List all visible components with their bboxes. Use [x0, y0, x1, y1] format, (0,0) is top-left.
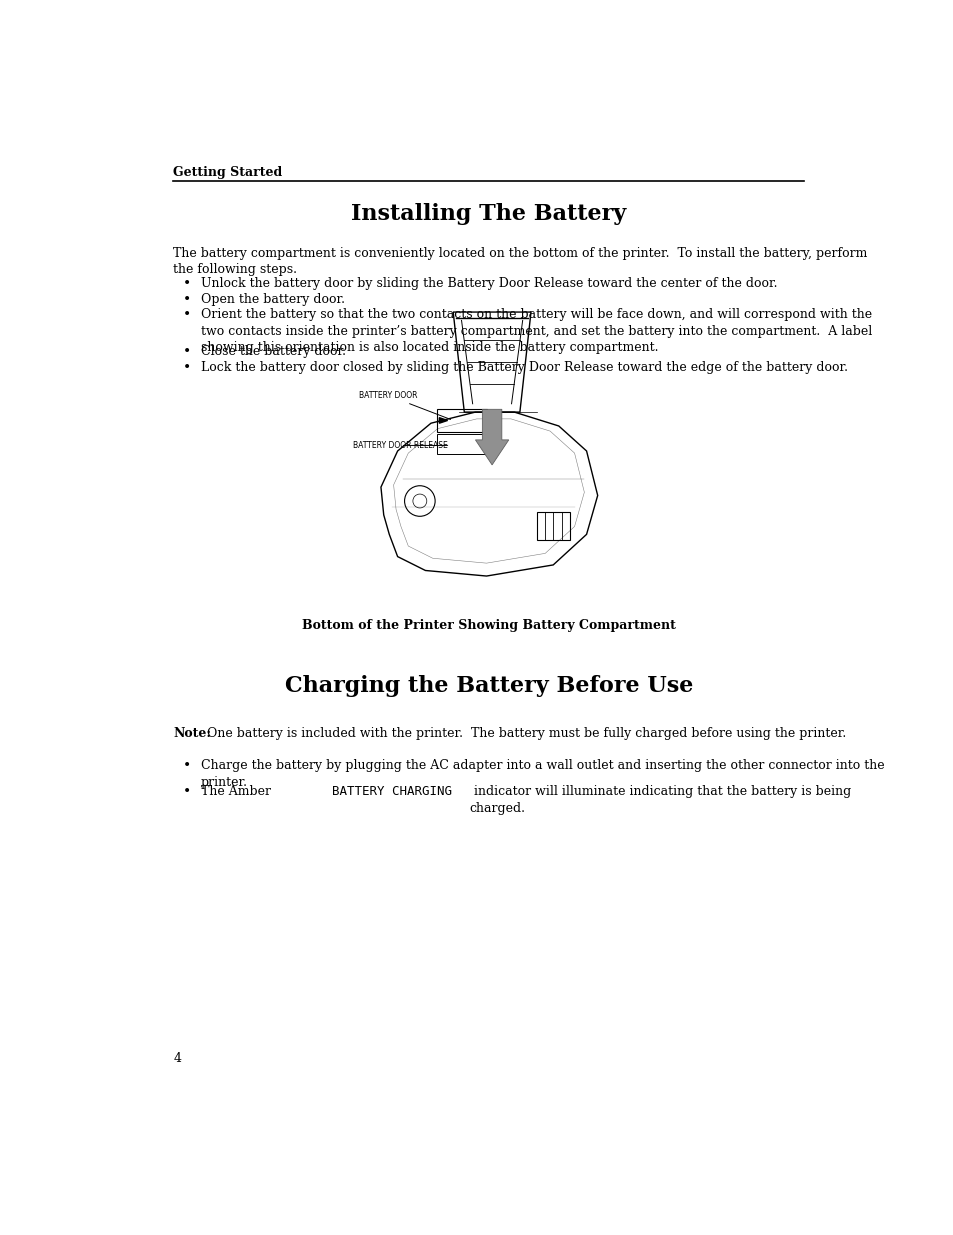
Text: BATTERY DOOR: BATTERY DOOR: [358, 391, 450, 420]
Text: Installing The Battery: Installing The Battery: [351, 203, 626, 225]
Text: Getting Started: Getting Started: [173, 165, 282, 179]
Text: •: •: [183, 760, 192, 773]
Text: •: •: [183, 293, 192, 306]
Text: Unlock the battery door by sliding the Battery Door Release toward the center of: Unlock the battery door by sliding the B…: [200, 277, 777, 290]
Text: Orient the battery so that the two contacts on the battery will be face down, an: Orient the battery so that the two conta…: [200, 309, 871, 354]
Text: BATTERY DOOR RELEASE: BATTERY DOOR RELEASE: [353, 441, 448, 450]
Text: •: •: [183, 345, 192, 359]
Text: Lock the battery door closed by sliding the Battery Door Release toward the edge: Lock the battery door closed by sliding …: [200, 361, 846, 374]
Text: •: •: [183, 277, 192, 290]
Text: •: •: [183, 309, 192, 322]
Text: Open the battery door.: Open the battery door.: [200, 293, 344, 305]
Text: •: •: [183, 361, 192, 374]
Text: The battery compartment is conveniently located on the bottom of the printer.  T: The battery compartment is conveniently …: [173, 247, 867, 277]
Text: •: •: [183, 785, 192, 799]
Polygon shape: [438, 417, 447, 424]
Text: Note:: Note:: [173, 727, 212, 740]
Polygon shape: [475, 409, 508, 464]
Text: Close the battery door.: Close the battery door.: [200, 345, 345, 358]
Text: 4: 4: [173, 1051, 181, 1065]
Text: BATTERY CHARGING: BATTERY CHARGING: [332, 785, 452, 798]
Text: The Amber: The Amber: [200, 785, 274, 798]
Text: Bottom of the Printer Showing Battery Compartment: Bottom of the Printer Showing Battery Co…: [302, 619, 675, 632]
Text: Charge the battery by plugging the AC adapter into a wall outlet and inserting t: Charge the battery by plugging the AC ad…: [200, 760, 883, 789]
Text: indicator will illuminate indicating that the battery is being
charged.: indicator will illuminate indicating tha…: [469, 785, 850, 815]
Text: Charging the Battery Before Use: Charging the Battery Before Use: [284, 674, 693, 697]
Text: One battery is included with the printer.  The battery must be fully charged bef: One battery is included with the printer…: [207, 727, 845, 740]
